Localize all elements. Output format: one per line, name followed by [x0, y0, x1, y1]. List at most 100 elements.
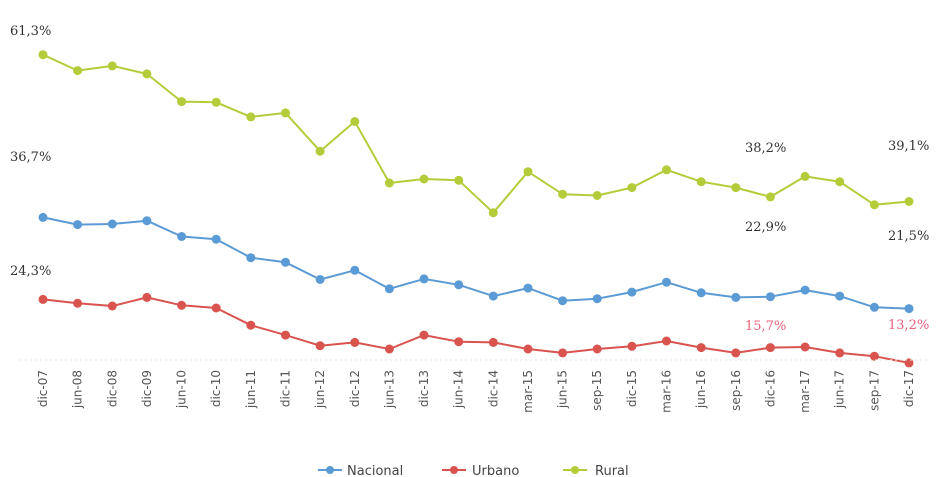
series-line-rural [42, 53, 910, 214]
point-rural-jun-16 [696, 177, 706, 187]
point-rural-mar-15 [523, 167, 533, 177]
x-axis-ticks: dic-07 jun-08 dic-08 dic-09 jun-10 dic-10 jun-… [36, 370, 916, 413]
x-tick-label: dic-15 [625, 370, 639, 407]
point-rural-sep-17 [869, 200, 879, 210]
point-rural-dic-15 [627, 183, 637, 193]
point-rural-dic-12 [350, 117, 360, 126]
series-layer [20, 50, 930, 368]
point-rural-jun-15 [558, 189, 568, 199]
legend-item-urbano: Urbano [442, 464, 519, 477]
point-rural-mar-17 [800, 171, 810, 181]
x-tick-label: dic-14 [486, 370, 500, 407]
label-rural-last: 39,1% [888, 139, 929, 154]
point-urbano-dic-08 [107, 301, 117, 311]
point-rural-dic-07 [38, 50, 48, 60]
point-nacional-sep-15 [592, 294, 602, 304]
point-urbano-dic-13 [419, 330, 429, 340]
point-rural-jun-11 [246, 112, 256, 122]
x-tick-label: sep-15 [590, 370, 604, 411]
x-tick-label: dic-13 [417, 370, 431, 407]
point-nacional-dic-14 [488, 291, 498, 301]
point-rural-dic-16 [765, 192, 775, 202]
point-urbano-dic-10 [211, 303, 221, 313]
point-nacional-jun-10 [177, 232, 187, 241]
x-tick-label: jun-13 [382, 370, 396, 409]
x-tick-label: dic-12 [348, 370, 362, 407]
point-rural-jun-13 [384, 178, 394, 188]
point-nacional-dic-11 [281, 257, 290, 267]
x-tick-label: jun-14 [452, 370, 466, 409]
point-nacional-jun-17 [835, 291, 845, 301]
x-tick-label: sep-17 [867, 370, 881, 411]
series-line-urbano [42, 296, 910, 364]
point-urbano-mar-15 [523, 344, 533, 354]
point-rural-sep-15 [592, 191, 602, 200]
point-urbano-dic-15 [627, 341, 637, 351]
point-nacional-jun-14 [454, 280, 464, 290]
x-tick-label: dic-16 [763, 370, 777, 407]
point-rural-dic-10 [211, 97, 221, 107]
point-urbano-dic-09 [142, 292, 152, 302]
point-nacional-jun-13 [384, 284, 394, 294]
point-urbano-jun-17 [835, 348, 845, 358]
legend-label-nacional: Nacional [347, 464, 403, 477]
series-line-nacional [42, 216, 910, 310]
point-nacional-dic-13 [419, 274, 429, 284]
point-nacional-dic-17 [904, 304, 914, 314]
point-urbano-jun-14 [454, 337, 464, 347]
x-tick-label: dic-08 [105, 370, 119, 407]
point-urbano-jun-13 [384, 344, 394, 354]
point-urbano-mar-17 [800, 342, 810, 352]
label-urbano-last: 13,2% [888, 318, 929, 333]
legend-item-nacional: Nacional [318, 464, 403, 477]
x-tick-label: jun-12 [313, 370, 327, 409]
x-tick-label: jun-15 [556, 370, 570, 409]
point-urbano-dic-12 [350, 337, 360, 347]
label-rural-first: 61,3% [10, 24, 51, 39]
label-nacional-mid: 22,9% [745, 220, 786, 235]
point-urbano-dic-07 [38, 294, 48, 304]
x-tick-label: dic-10 [209, 370, 223, 407]
point-nacional-mar-17 [800, 285, 810, 295]
point-nacional-dic-09 [142, 216, 152, 226]
point-urbano-dic-17 [904, 358, 914, 368]
point-urbano-dic-14 [488, 337, 498, 347]
point-rural-dic-13 [419, 174, 429, 184]
point-nacional-jun-16 [696, 288, 706, 298]
point-urbano-jun-12 [315, 341, 325, 351]
x-tick-label: jun-11 [244, 370, 258, 409]
legend-label-rural: Rural [595, 464, 629, 477]
point-nacional-dic-07 [38, 212, 48, 222]
point-urbano-jun-15 [558, 348, 568, 358]
x-tick-label: jun-16 [694, 370, 708, 409]
point-urbano-sep-17 [869, 351, 879, 361]
point-nacional-jun-15 [558, 296, 568, 306]
point-nacional-dic-16 [765, 292, 775, 302]
point-nacional-jun-11 [246, 253, 256, 263]
point-nacional-dic-10 [211, 234, 221, 244]
x-tick-label: sep-16 [729, 370, 743, 411]
point-urbano-sep-15 [592, 344, 602, 354]
point-nacional-dic-15 [627, 287, 637, 297]
point-rural-jun-14 [454, 175, 464, 185]
point-nacional-dic-12 [350, 265, 360, 275]
label-urbano-first: 24,3% [10, 264, 51, 279]
x-tick-label: jun-17 [833, 370, 847, 409]
x-tick-label: jun-10 [175, 370, 189, 409]
x-tick-label: dic-09 [140, 370, 154, 407]
legend: Nacional Urbano Rural [318, 464, 629, 477]
point-rural-dic-11 [281, 108, 290, 118]
x-tick-label: dic-17 [902, 370, 916, 407]
x-tick-label: dic-11 [278, 370, 292, 407]
x-tick-label: mar-16 [660, 370, 674, 413]
point-rural-jun-08 [73, 66, 83, 76]
point-urbano-dic-11 [281, 330, 290, 340]
legend-label-urbano: Urbano [472, 464, 519, 477]
point-nacional-jun-12 [315, 275, 325, 284]
point-nacional-sep-17 [869, 302, 879, 312]
point-rural-jun-10 [177, 97, 187, 107]
point-nacional-mar-15 [523, 283, 533, 293]
point-urbano-jun-10 [177, 300, 187, 310]
point-urbano-jun-16 [696, 343, 706, 353]
